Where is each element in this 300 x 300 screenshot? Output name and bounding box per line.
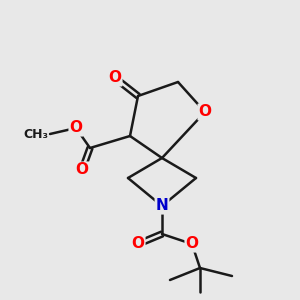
Text: O: O	[70, 121, 83, 136]
Text: N: N	[156, 199, 168, 214]
Text: CH₃: CH₃	[23, 128, 48, 140]
Text: O: O	[109, 70, 122, 86]
Text: O: O	[131, 236, 145, 251]
Text: O: O	[185, 236, 199, 251]
Text: O: O	[199, 104, 212, 119]
Text: O: O	[76, 163, 88, 178]
